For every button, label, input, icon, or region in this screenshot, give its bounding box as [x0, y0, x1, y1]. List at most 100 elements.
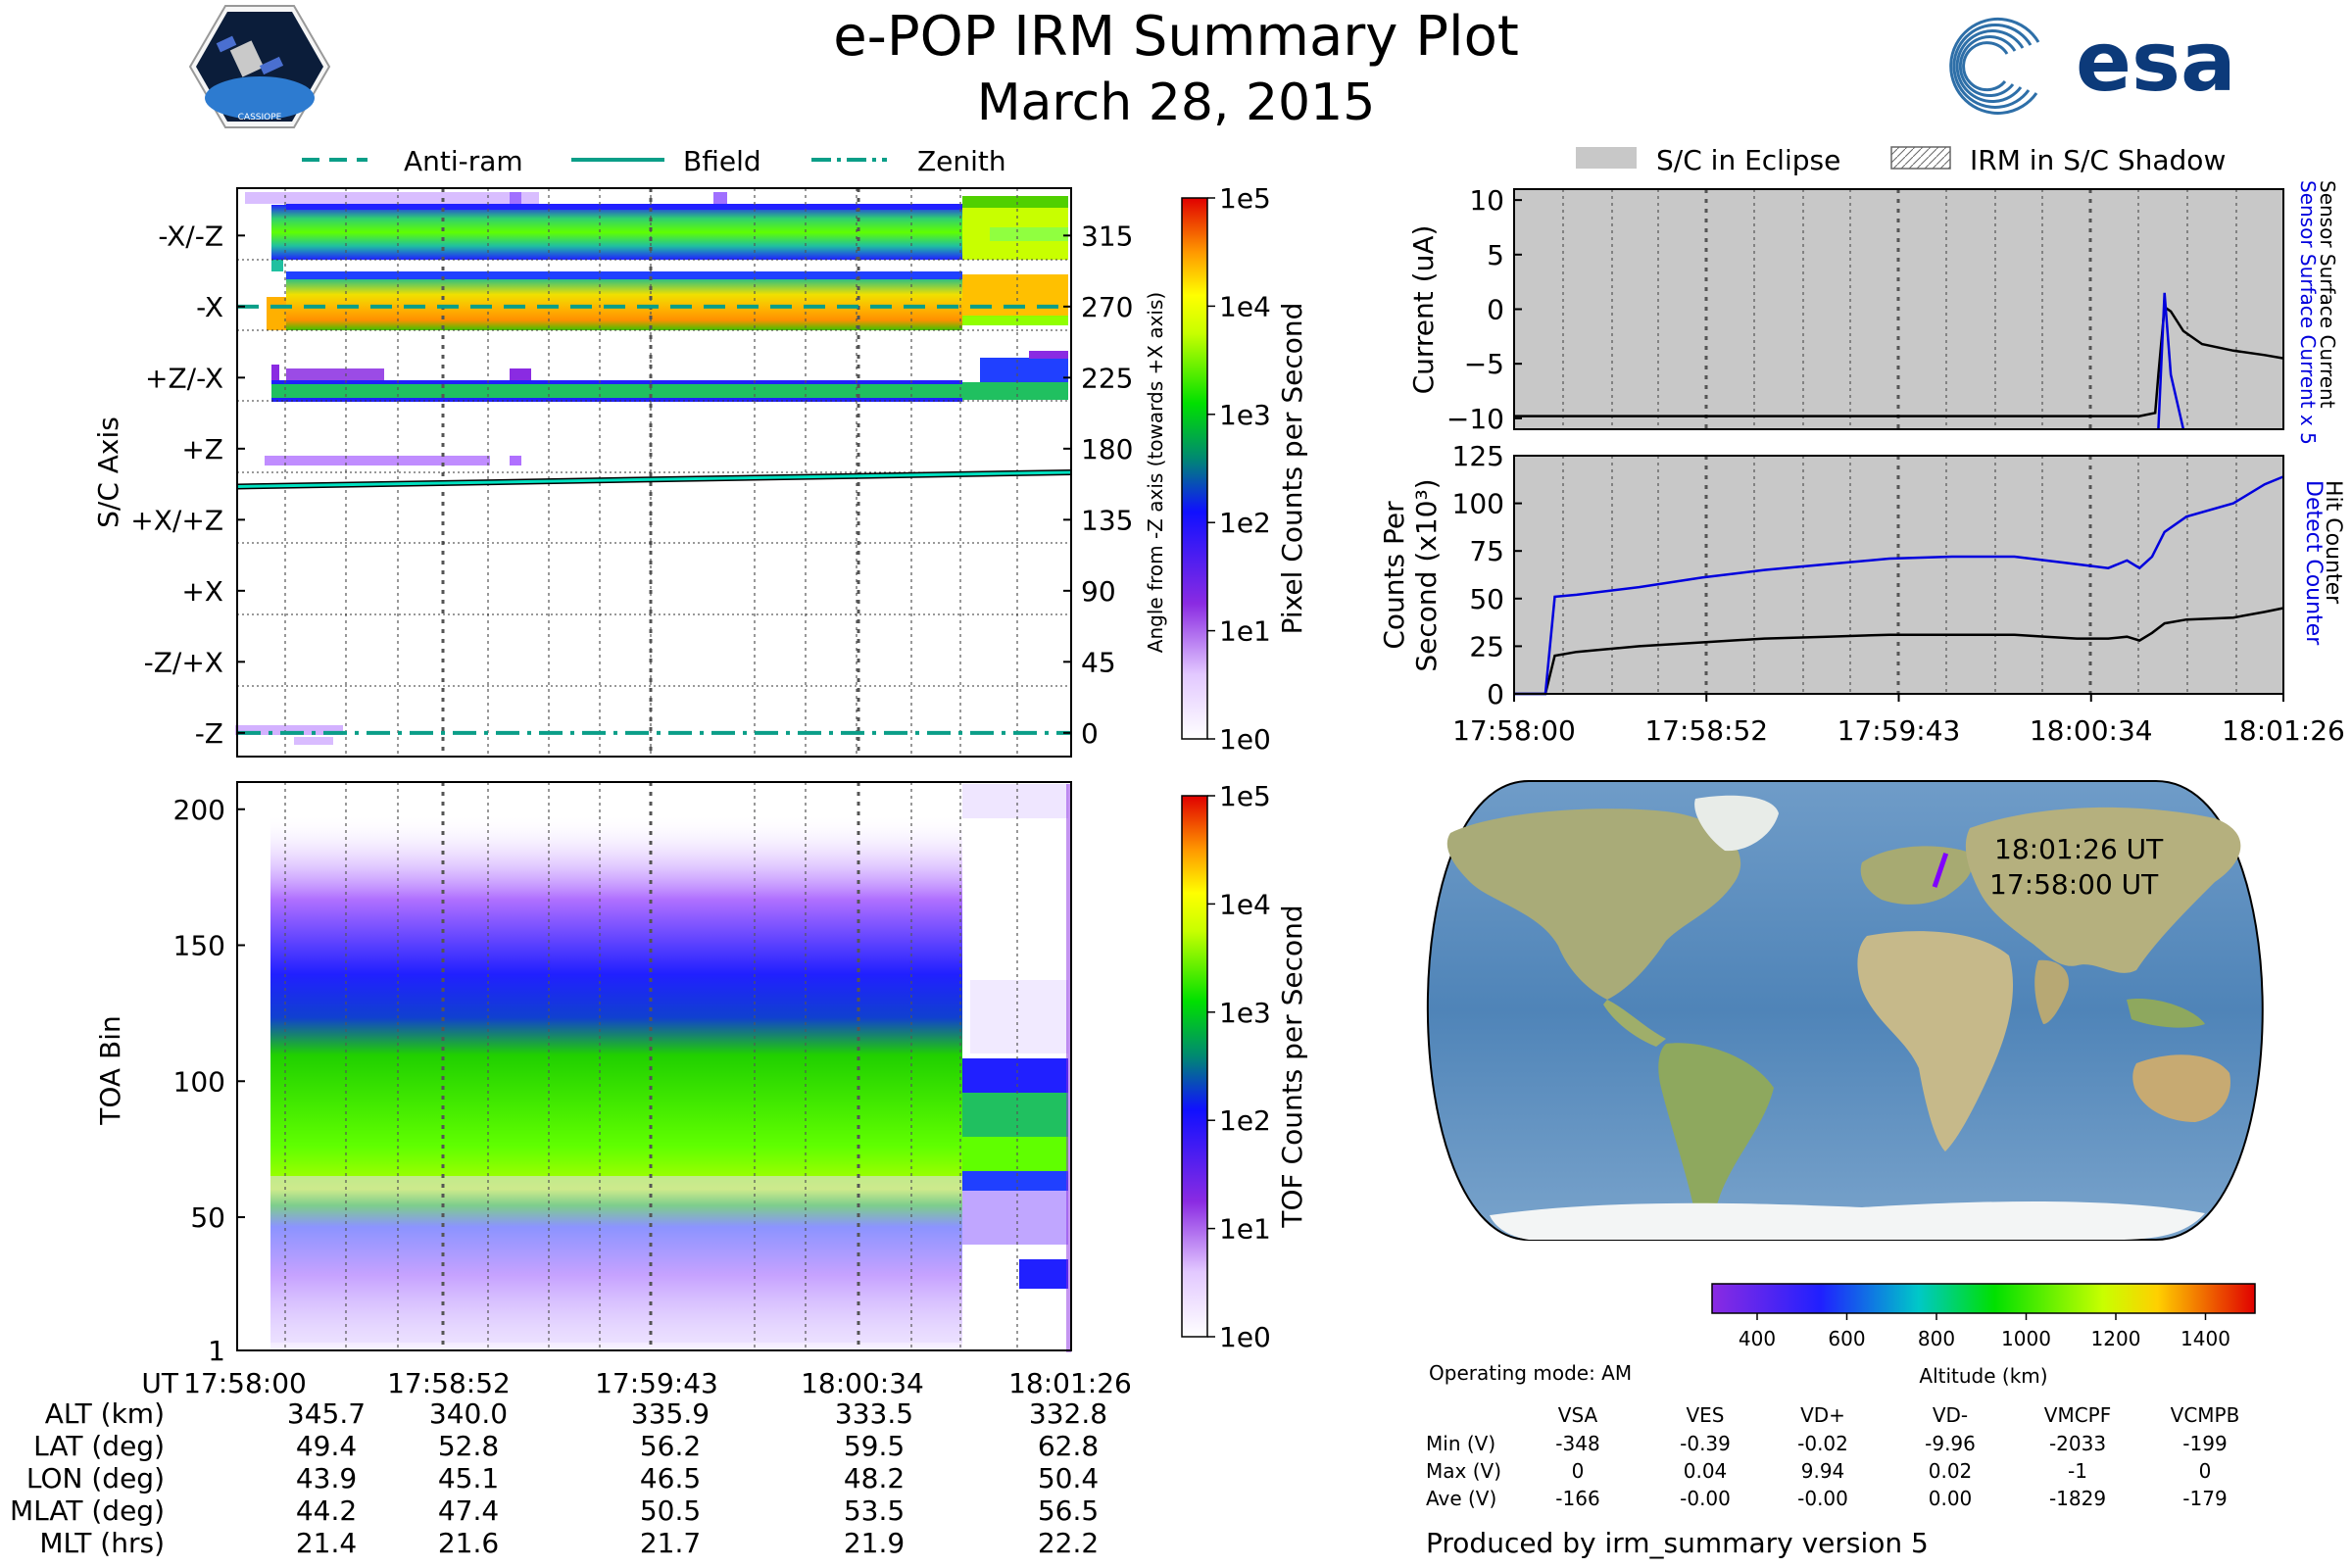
- legend-shadow: IRM in S/C Shadow: [1970, 144, 2226, 176]
- world-map: 18:01:26 UT 17:58:00 UT: [1426, 780, 2264, 1241]
- ephemeris-cell: 45.1: [438, 1462, 499, 1494]
- toa-heat: [270, 784, 1071, 1352]
- pixel-ytick-label: -X: [196, 291, 223, 323]
- current-right-label-black: Sensor Surface Current: [2316, 180, 2339, 409]
- counts-ytick-label: 100: [1452, 488, 1504, 520]
- figure-date: March 28, 2015: [977, 74, 1376, 132]
- current-right-label-blue: Sensor Surface Current x 5: [2296, 180, 2320, 445]
- toa-colorbar-label: TOF Counts per Second: [1276, 905, 1308, 1228]
- ephemeris-row-label: MLAT (deg): [10, 1494, 165, 1527]
- voltage-cell: 0: [1572, 1459, 1585, 1483]
- counts-ylabel-line1: Counts Per: [1378, 501, 1410, 650]
- ephemeris-cell: 340.0: [429, 1397, 508, 1430]
- legend-eclipse-swatch: [1576, 147, 1637, 169]
- toa-ylabel: TOA Bin: [94, 1015, 126, 1125]
- altitude-colorbar-label: Altitude (km): [1919, 1364, 2047, 1388]
- pixel-ytick-label: +Z: [181, 433, 223, 466]
- counts-xtick-label: 17:58:52: [1644, 714, 1768, 747]
- ephemeris-cell: 22.2: [1038, 1527, 1099, 1559]
- ephemeris-cell: 50.4: [1038, 1462, 1099, 1494]
- voltage-header: VES: [1686, 1403, 1724, 1427]
- ephemeris-cell: 56.2: [640, 1430, 701, 1462]
- pixel-left-ticks: -X/-Z -X +Z/-X +Z +X/+Z +X -Z/+X -Z: [130, 220, 245, 750]
- toa-colorbar-tick: 1e5: [1219, 780, 1271, 812]
- counts-xtick-label: 17:58:00: [1452, 714, 1576, 747]
- cassiope-logo: CASSIOPE: [188, 5, 331, 128]
- toa-colorbar-tick: 1e3: [1219, 997, 1271, 1029]
- altitude-tick-label: 600: [1828, 1327, 1865, 1350]
- pixel-angle-tick-label: 90: [1081, 575, 1116, 608]
- ephemeris-row-label: ALT (km): [45, 1397, 165, 1430]
- pixel-colorbar-tick: 1e5: [1219, 182, 1271, 215]
- ephemeris-header: 18:00:34: [801, 1367, 924, 1399]
- counts-ytick-label: 50: [1469, 583, 1504, 615]
- legend-bfield: Bfield: [683, 145, 761, 177]
- voltage-cell: 0.04: [1684, 1459, 1728, 1483]
- ephemeris-cell: 48.2: [844, 1462, 905, 1494]
- ephemeris-cell: 59.5: [844, 1430, 905, 1462]
- voltage-cell: -0.39: [1680, 1432, 1731, 1455]
- toa-colorbar-tick: 1e0: [1219, 1321, 1271, 1353]
- pixel-ytick-label: +X/+Z: [130, 504, 223, 536]
- current-panel: S/C in Eclipse IRM in S/C Shadow 10 5 0 −5 −…: [1407, 144, 2339, 445]
- altitude-tick-label: 400: [1739, 1327, 1776, 1350]
- ephemeris-cell: 21.6: [438, 1527, 499, 1559]
- satellite-track: [1932, 853, 1949, 888]
- track-label-start: 17:58:00 UT: [1989, 868, 2159, 901]
- ephemeris-cell: 21.9: [844, 1527, 905, 1559]
- figure-title: e-POP IRM Summary Plot: [833, 5, 1519, 69]
- ephemeris-cell: 332.8: [1029, 1397, 1107, 1430]
- current-ytick-label: 10: [1469, 184, 1504, 217]
- pixel-angle-tick-label: 0: [1081, 717, 1099, 750]
- pixel-colorbar: [1181, 197, 1208, 740]
- ephemeris-header: 18:01:26: [1008, 1367, 1132, 1399]
- pixel-ytick-label: -X/-Z: [158, 220, 223, 252]
- pixel-angle-tick-label: 315: [1081, 220, 1133, 252]
- ephemeris-cell: 21.4: [296, 1527, 357, 1559]
- pixel-ytick-label: +Z/-X: [145, 362, 223, 394]
- counts-x-ticks: 17:58:00 17:58:52 17:59:43 18:00:34 18:01:26: [1452, 694, 2345, 747]
- voltage-cell: 9.94: [1801, 1459, 1845, 1483]
- counts-ytick-label: 125: [1452, 440, 1504, 472]
- pixel-colorbar-tick: 1e0: [1219, 723, 1271, 756]
- voltage-header: VCMPB: [2171, 1403, 2240, 1427]
- cassiope-label: CASSIOPE: [238, 113, 282, 122]
- ephemeris-cell: 53.5: [844, 1494, 905, 1527]
- voltage-row-label: Ave (V): [1426, 1487, 1496, 1510]
- ephemeris-cell: 44.2: [296, 1494, 357, 1527]
- current-ytick-label: 0: [1487, 294, 1504, 326]
- counts-xtick-label: 18:01:26: [2222, 714, 2345, 747]
- voltage-row-label: Min (V): [1426, 1432, 1495, 1455]
- ephemeris-cell: 21.7: [640, 1527, 701, 1559]
- pixel-ytick-label: +X: [181, 575, 223, 608]
- pixel-colorbar-ticks: 1e0 1e1 1e2 1e3 1e4 1e5: [1207, 182, 1271, 756]
- legend-eclipse: S/C in Eclipse: [1656, 144, 1840, 176]
- pixel-colorbar-label: Pixel Counts per Second: [1276, 303, 1308, 635]
- bfield-line: [236, 470, 1072, 488]
- toa-colorbar-ticks: 1e0 1e1 1e2 1e3 1e4 1e5: [1207, 780, 1271, 1353]
- voltage-header: VD+: [1800, 1403, 1845, 1427]
- ephemeris-header: UT: [141, 1367, 178, 1399]
- legend-anti-ram: Anti-ram: [404, 145, 523, 177]
- ephemeris-cell: 50.5: [640, 1494, 701, 1527]
- pixel-angle-tick-label: 135: [1081, 504, 1133, 536]
- esa-wordmark: esa: [2076, 14, 2236, 110]
- ephemeris-table: UT 17:58:00 17:58:52 17:59:43 18:00:34 18:01:…: [10, 1367, 1132, 1559]
- altitude-tick-label: 1000: [2001, 1327, 2051, 1350]
- sensor-surface-current-x5-line: [2157, 292, 2185, 430]
- voltage-cell: -179: [2182, 1487, 2227, 1510]
- voltage-cell: -9.96: [1925, 1432, 1976, 1455]
- operating-mode: Operating mode: AM: [1429, 1361, 1632, 1385]
- ephemeris-cell: 345.7: [287, 1397, 366, 1430]
- esa-logo: esa: [1949, 14, 2236, 115]
- track-segment: [1932, 853, 1949, 888]
- pixel-colorbar-tick: 1e4: [1219, 290, 1271, 322]
- counts-ylabel-line2: Second (x10³): [1410, 478, 1443, 671]
- pixel-ytick-label: -Z/+X: [144, 646, 223, 678]
- ephemeris-header: 17:58:52: [387, 1367, 511, 1399]
- ephemeris-row-label: MLT (hrs): [39, 1527, 165, 1559]
- voltage-cell: -0.00: [1680, 1487, 1731, 1510]
